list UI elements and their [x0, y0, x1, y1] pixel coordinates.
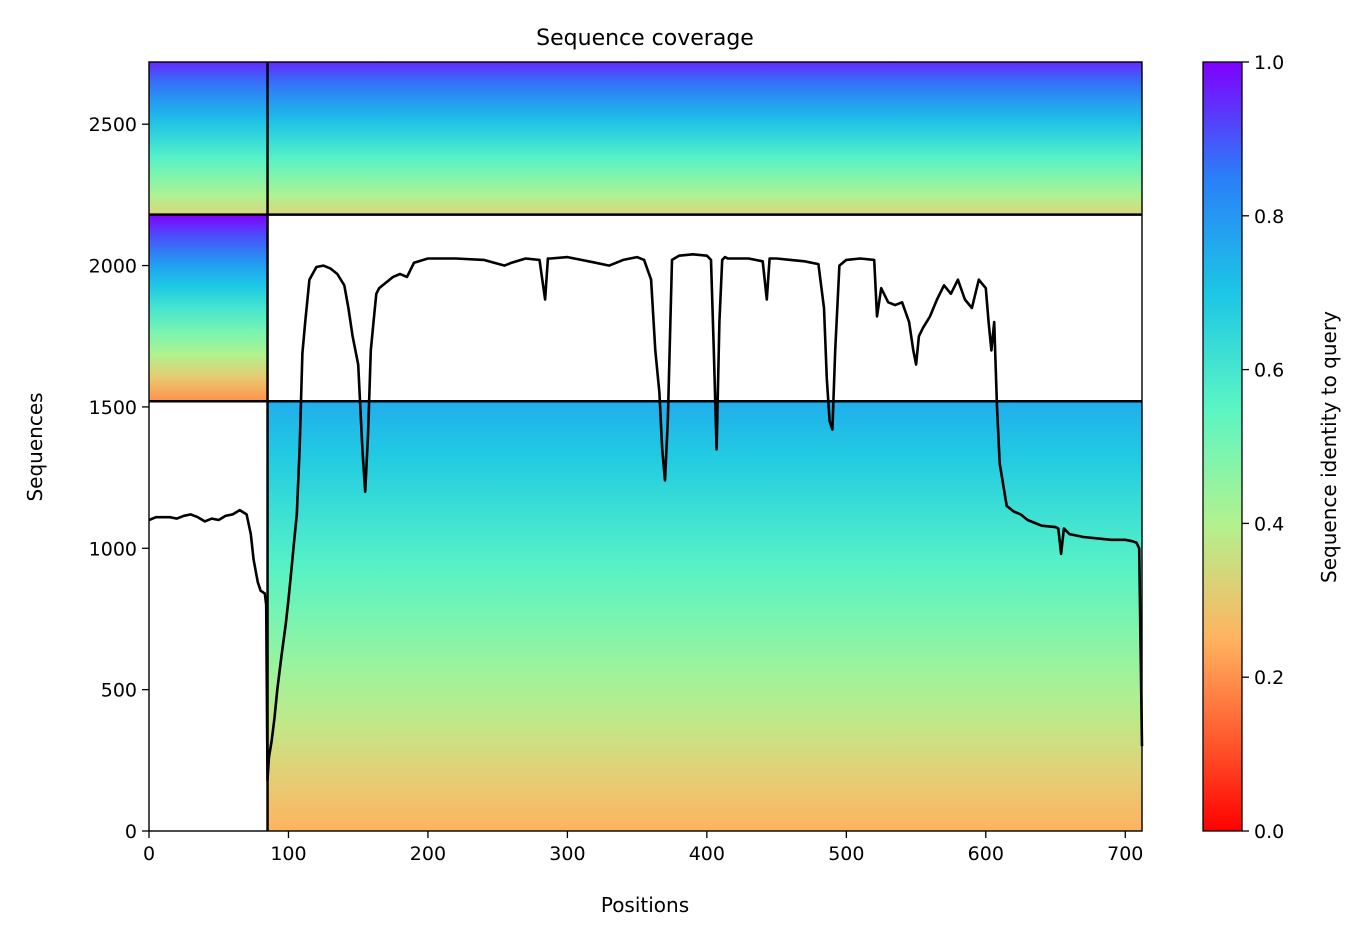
x-tick-label-0: 0 — [143, 843, 155, 865]
plot-frame — [148, 61, 1143, 832]
chart-title: Sequence coverage — [536, 26, 754, 51]
y-tick-label-0: 0 — [125, 821, 137, 843]
y-tick-label-2500: 2500 — [89, 114, 137, 136]
colorbar: 0.0 0.2 0.4 0.6 0.8 1.0 — [1202, 52, 1284, 843]
y-tick-label-2000: 2000 — [89, 256, 137, 278]
x-tick-label-600: 600 — [968, 843, 1004, 865]
coverage-block-2 — [267, 401, 1142, 831]
colorbar-gradient — [1202, 61, 1243, 832]
y-tick-label-1000: 1000 — [89, 538, 137, 560]
x-tick-label-500: 500 — [828, 843, 864, 865]
colorbar-tick-label-1: 0.2 — [1254, 667, 1284, 689]
y-tick-label-500: 500 — [101, 680, 137, 702]
colorbar-tick-label-0: 0.0 — [1254, 821, 1284, 843]
x-tick-label-100: 100 — [270, 843, 306, 865]
x-tick-label-400: 400 — [689, 843, 725, 865]
colorbar-tick-label-3: 0.6 — [1254, 360, 1284, 382]
coverage-block-1 — [149, 214, 268, 402]
colorbar-tick-label-5: 1.0 — [1254, 52, 1284, 74]
coverage-line-1 — [148, 253, 1144, 782]
coverage-block-3 — [149, 62, 1142, 215]
colorbar-label: Sequence identity to query — [1317, 311, 1341, 583]
colorbar-tick-label-4: 0.8 — [1254, 206, 1284, 228]
x-tick-label-700: 700 — [1107, 843, 1143, 865]
y-axis-label: Sequences — [23, 392, 47, 501]
x-axis-label: Positions — [601, 893, 689, 917]
x-tick-label-200: 200 — [410, 843, 446, 865]
colorbar-tick-label-2: 0.4 — [1254, 513, 1284, 535]
plot-area: 0 100 200 300 400 500 600 700 0 500 1000 1500 2000 25… — [89, 61, 1144, 865]
y-tick-label-1500: 1500 — [89, 397, 137, 419]
x-tick-label-300: 300 — [549, 843, 585, 865]
